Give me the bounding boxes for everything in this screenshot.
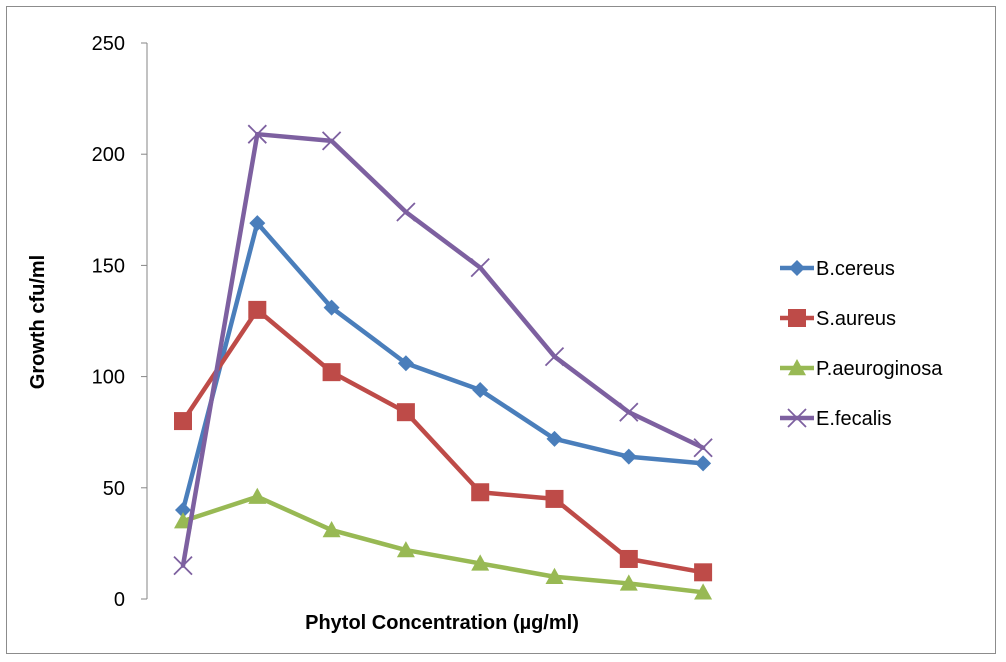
- series-line: [180, 494, 706, 595]
- legend-item: S.aureus: [780, 308, 896, 330]
- legend-marker: [788, 309, 806, 327]
- data-point: [175, 502, 191, 519]
- data-point: [247, 124, 267, 144]
- series-E.fecalis: [173, 124, 713, 576]
- legend-item: B.cereus: [780, 258, 895, 280]
- data-point: [174, 412, 192, 431]
- legend-label: P.aeuroginosa: [816, 358, 943, 380]
- data-point: [321, 131, 342, 151]
- series-group: [173, 124, 713, 600]
- data-point: [545, 489, 564, 508]
- data-point: [470, 257, 490, 278]
- data-point: [471, 483, 490, 502]
- data-point: [545, 567, 564, 584]
- x-axis-title: Phytol Concentration (µg/ml): [305, 612, 579, 634]
- data-point: [323, 299, 340, 316]
- y-tick-label: 150: [92, 255, 125, 277]
- series-B.cereus: [175, 215, 712, 519]
- data-point: [249, 215, 266, 232]
- legend-item: P.aeuroginosa: [780, 358, 943, 380]
- legend-label: B.cereus: [816, 258, 895, 280]
- legend-item: E.fecalis: [780, 408, 892, 430]
- data-point: [472, 381, 489, 398]
- data-point: [396, 202, 416, 222]
- data-point: [619, 402, 639, 422]
- y-tick-label: 50: [103, 478, 125, 500]
- legend-marker: [788, 359, 806, 376]
- data-point: [174, 512, 192, 529]
- y-tick-label: 0: [114, 589, 125, 611]
- data-point: [693, 438, 713, 458]
- data-point: [694, 583, 713, 600]
- data-point: [248, 300, 267, 319]
- y-axis: 0 50 100 150 200 250: [92, 33, 147, 611]
- legend-label: S.aureus: [816, 308, 896, 330]
- data-point: [397, 355, 414, 372]
- data-point: [695, 455, 712, 472]
- data-point: [619, 574, 638, 591]
- data-point: [322, 521, 341, 538]
- legend-marker: [787, 408, 807, 428]
- chart-area: [6, 6, 996, 654]
- series-S.aureus: [174, 300, 713, 582]
- data-point: [544, 346, 565, 367]
- y-tick-label: 250: [92, 33, 125, 55]
- y-tick-label: 200: [92, 144, 125, 166]
- y-axis-title: Growth cfu/ml: [27, 255, 49, 389]
- legend: B.cereus S.aureus P.aeuroginosa E.fecalis: [780, 258, 943, 430]
- data-point: [620, 448, 637, 465]
- series-line: [180, 220, 706, 513]
- legend-marker: [789, 260, 805, 276]
- series-P.aeuroginosa: [174, 487, 713, 600]
- data-point: [322, 363, 341, 382]
- data-point: [173, 556, 193, 576]
- data-point: [396, 403, 415, 422]
- data-point: [546, 430, 563, 447]
- legend-label: E.fecalis: [816, 408, 892, 430]
- data-point: [471, 554, 490, 571]
- data-point: [619, 549, 638, 568]
- series-line: [180, 131, 706, 568]
- data-point: [248, 487, 267, 504]
- data-point: [694, 563, 713, 582]
- data-point: [396, 541, 415, 558]
- series-line: [180, 307, 706, 575]
- plot-area: 0 50 100 150 200 250: [92, 33, 713, 611]
- y-tick-label: 100: [92, 367, 125, 389]
